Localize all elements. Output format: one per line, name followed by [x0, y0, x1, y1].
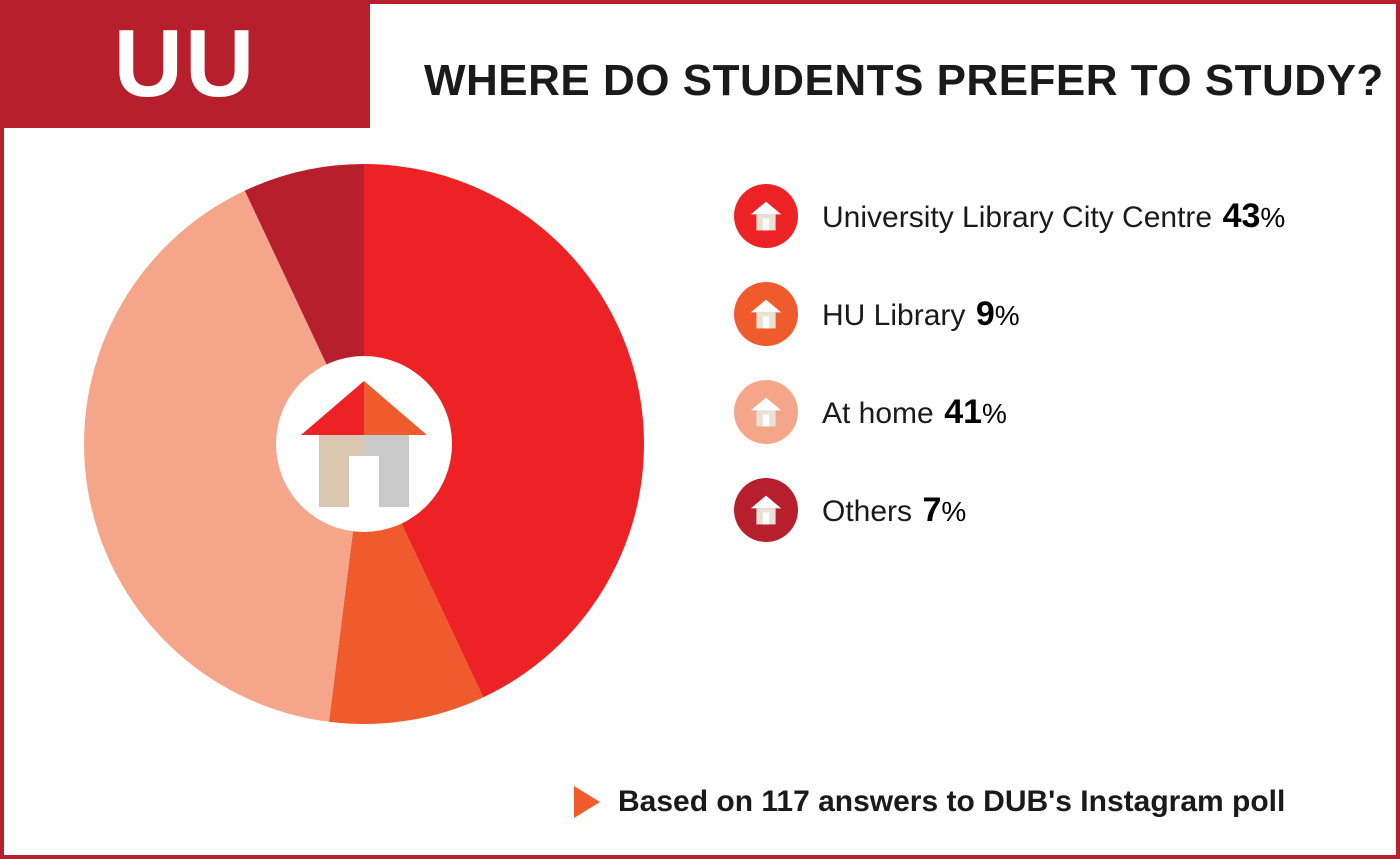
legend-value: 7 [922, 491, 941, 529]
legend-text: At home 41% [822, 393, 1007, 432]
house-icon [746, 490, 786, 530]
legend-badge [734, 380, 798, 444]
percent-sign: % [995, 300, 1020, 331]
footer-note: Based on 117 answers to DUB's Instagram … [574, 785, 1285, 819]
legend-row: Others 7% [734, 478, 1285, 542]
legend-text: University Library City Centre 43% [822, 197, 1285, 236]
house-icon [746, 294, 786, 334]
legend-row: At home 41% [734, 380, 1285, 444]
legend: University Library City Centre 43%HU Lib… [734, 184, 1285, 576]
legend-value: 41 [944, 393, 982, 431]
footer-text: Based on 117 answers to DUB's Instagram … [618, 785, 1285, 819]
house-icon [746, 392, 786, 432]
legend-label: HU Library [822, 299, 965, 332]
legend-label: University Library City Centre [822, 201, 1212, 234]
legend-label: At home [822, 397, 934, 430]
play-arrow-icon [574, 786, 600, 818]
legend-text: Others 7% [822, 491, 966, 530]
percent-sign: % [982, 398, 1007, 429]
legend-badge [734, 184, 798, 248]
pie-chart [84, 164, 644, 724]
legend-badge [734, 478, 798, 542]
percent-sign: % [1260, 202, 1285, 233]
legend-badge [734, 282, 798, 346]
legend-text: HU Library 9% [822, 295, 1020, 334]
infographic-frame: UU WHERE DO STUDENTS PREFER TO STUDY? Un… [0, 0, 1400, 859]
house-icon [289, 369, 439, 519]
logo-block: UU [0, 0, 370, 128]
legend-value: 43 [1223, 197, 1261, 235]
house-icon [746, 196, 786, 236]
legend-label: Others [822, 495, 912, 528]
logo-text: UU [114, 16, 257, 112]
legend-row: University Library City Centre 43% [734, 184, 1285, 248]
page-title: WHERE DO STUDENTS PREFER TO STUDY? [424, 56, 1384, 106]
legend-row: HU Library 9% [734, 282, 1285, 346]
legend-value: 9 [976, 295, 995, 333]
percent-sign: % [941, 496, 966, 527]
